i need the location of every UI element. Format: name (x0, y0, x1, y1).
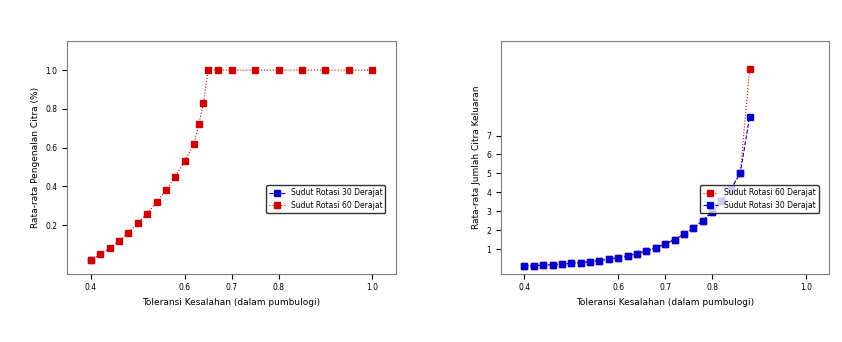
Sudut Rotasi 60 Derajat (203, 68, 213, 72)
Sudut Rotasi 60 Derajat (133, 221, 143, 225)
Sudut Rotasi 60 Derajat (114, 239, 124, 243)
Y-axis label: Rata-rata Jumlah Citra Keluaran: Rata-rata Jumlah Citra Keluaran (472, 86, 481, 229)
Sudut Rotasi 30 Derajat (576, 261, 586, 265)
Sudut Rotasi 60 Derajat (651, 246, 661, 250)
Sudut Rotasi 60 Derajat (717, 199, 727, 203)
Line: Sudut Rotasi 60 Derajat: Sudut Rotasi 60 Derajat (88, 67, 376, 263)
Sudut Rotasi 30 Derajat (735, 171, 745, 175)
Sudut Rotasi 30 Derajat (660, 242, 670, 246)
Sudut Rotasi 60 Derajat (199, 101, 209, 105)
Line: Sudut Rotasi 30 Derajat: Sudut Rotasi 30 Derajat (521, 114, 753, 269)
Sudut Rotasi 30 Derajat (604, 257, 614, 261)
Sudut Rotasi 60 Derajat (189, 142, 199, 146)
Sudut Rotasi 60 Derajat (538, 263, 548, 267)
Sudut Rotasi 60 Derajat (95, 252, 105, 256)
Sudut Rotasi 30 Derajat (669, 237, 679, 241)
Sudut Rotasi 30 Derajat (547, 263, 557, 267)
Sudut Rotasi 30 Derajat (642, 249, 652, 253)
Line: Sudut Rotasi 60 Derajat: Sudut Rotasi 60 Derajat (521, 66, 753, 269)
Sudut Rotasi 30 Derajat (520, 264, 530, 268)
Sudut Rotasi 60 Derajat (152, 200, 162, 204)
Sudut Rotasi 60 Derajat (642, 249, 652, 253)
Sudut Rotasi 30 Derajat (529, 264, 539, 268)
X-axis label: Toleransi Kesalahan (dalam pumbulogi): Toleransi Kesalahan (dalam pumbulogi) (576, 298, 754, 307)
Sudut Rotasi 30 Derajat (557, 262, 567, 266)
Sudut Rotasi 60 Derajat (688, 226, 698, 230)
Sudut Rotasi 30 Derajat (717, 199, 727, 203)
Sudut Rotasi 60 Derajat (726, 187, 736, 191)
Sudut Rotasi 60 Derajat (274, 68, 284, 72)
Sudut Rotasi 60 Derajat (142, 211, 152, 215)
Sudut Rotasi 60 Derajat (613, 256, 623, 260)
Sudut Rotasi 60 Derajat (212, 68, 222, 72)
Sudut Rotasi 30 Derajat (632, 251, 642, 255)
Sudut Rotasi 30 Derajat (744, 115, 754, 119)
Sudut Rotasi 60 Derajat (194, 122, 204, 127)
Sudut Rotasi 60 Derajat (297, 68, 307, 72)
Sudut Rotasi 60 Derajat (226, 68, 237, 72)
Sudut Rotasi 60 Derajat (669, 237, 679, 241)
Sudut Rotasi 30 Derajat (698, 219, 708, 223)
Sudut Rotasi 60 Derajat (344, 68, 354, 72)
Sudut Rotasi 60 Derajat (170, 175, 180, 179)
Sudut Rotasi 30 Derajat (707, 210, 717, 214)
Sudut Rotasi 60 Derajat (604, 257, 614, 261)
Sudut Rotasi 60 Derajat (567, 261, 577, 265)
Sudut Rotasi 60 Derajat (576, 261, 586, 265)
Sudut Rotasi 60 Derajat (679, 232, 689, 236)
Sudut Rotasi 30 Derajat (651, 246, 661, 250)
Sudut Rotasi 60 Derajat (161, 188, 171, 192)
Sudut Rotasi 60 Derajat (585, 260, 595, 264)
Sudut Rotasi 30 Derajat (679, 232, 689, 236)
Sudut Rotasi 30 Derajat (726, 187, 736, 191)
Sudut Rotasi 60 Derajat (520, 264, 530, 268)
Sudut Rotasi 60 Derajat (250, 68, 260, 72)
Sudut Rotasi 60 Derajat (660, 242, 670, 246)
Sudut Rotasi 30 Derajat (688, 226, 698, 230)
Sudut Rotasi 60 Derajat (320, 68, 330, 72)
Sudut Rotasi 60 Derajat (547, 263, 557, 267)
Sudut Rotasi 60 Derajat (735, 171, 745, 175)
Sudut Rotasi 30 Derajat (613, 256, 623, 260)
Sudut Rotasi 30 Derajat (622, 254, 632, 258)
Sudut Rotasi 60 Derajat (367, 68, 377, 72)
Sudut Rotasi 60 Derajat (179, 159, 189, 163)
Sudut Rotasi 60 Derajat (622, 254, 632, 258)
Sudut Rotasi 30 Derajat (594, 259, 605, 263)
Sudut Rotasi 60 Derajat (104, 246, 115, 250)
Sudut Rotasi 60 Derajat (744, 67, 754, 71)
Sudut Rotasi 60 Derajat (707, 210, 717, 214)
Sudut Rotasi 60 Derajat (86, 258, 96, 262)
Sudut Rotasi 60 Derajat (594, 259, 605, 263)
Legend: Sudut Rotasi 30 Derajat, Sudut Rotasi 60 Derajat: Sudut Rotasi 30 Derajat, Sudut Rotasi 60… (266, 185, 386, 213)
Sudut Rotasi 60 Derajat (123, 231, 133, 235)
Sudut Rotasi 30 Derajat (585, 260, 595, 264)
X-axis label: Toleransi Kesalahan (dalam pumbulogi): Toleransi Kesalahan (dalam pumbulogi) (142, 298, 321, 307)
Legend: Sudut Rotasi 60 Derajat, Sudut Rotasi 30 Derajat: Sudut Rotasi 60 Derajat, Sudut Rotasi 30… (700, 185, 819, 213)
Sudut Rotasi 60 Derajat (698, 219, 708, 223)
Sudut Rotasi 60 Derajat (632, 251, 642, 255)
Sudut Rotasi 30 Derajat (538, 263, 548, 267)
Y-axis label: Rata-rata Pengenalan Citra (%): Rata-rata Pengenalan Citra (%) (31, 87, 40, 228)
Sudut Rotasi 30 Derajat (567, 261, 577, 265)
Sudut Rotasi 60 Derajat (529, 264, 539, 268)
Sudut Rotasi 60 Derajat (557, 262, 567, 266)
